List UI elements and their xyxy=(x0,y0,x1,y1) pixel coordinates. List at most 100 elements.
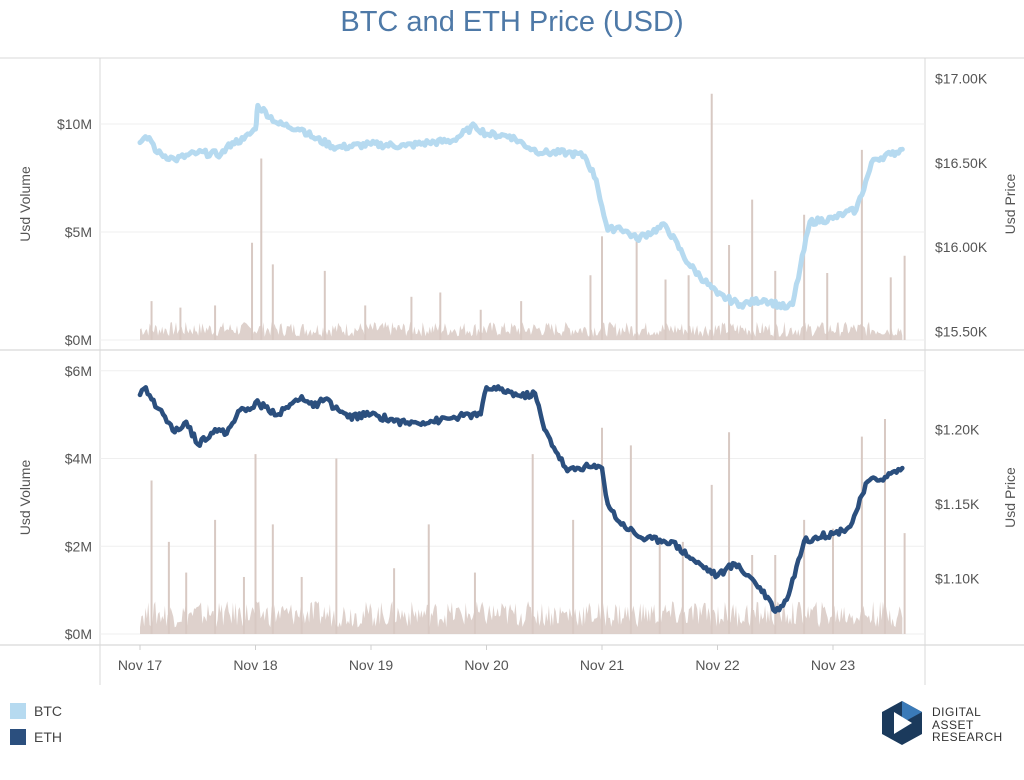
eth-panel-price-point xyxy=(657,537,662,543)
btc-panel-price-point xyxy=(137,140,143,145)
x-tick-label: Nov 17 xyxy=(118,657,163,673)
legend-item-btc[interactable]: BTC xyxy=(10,698,62,724)
btc-panel-price-point xyxy=(276,121,281,127)
legend-label-btc: BTC xyxy=(34,703,62,719)
eth-panel-price-point xyxy=(715,573,720,578)
btc-panel-price-point xyxy=(761,297,766,302)
eth-panel-price-line xyxy=(137,384,905,614)
btc-panel-price-point xyxy=(195,150,200,155)
eth-panel-price-point xyxy=(137,392,143,398)
x-tick-label: Nov 20 xyxy=(464,657,509,673)
eth-panel-volume-tick-label: $6M xyxy=(65,363,92,379)
btc-panel-price-point xyxy=(253,126,258,132)
btc-panel-price-point xyxy=(255,103,261,108)
eth-panel-volume-area xyxy=(140,601,903,634)
btc-panel-price-point xyxy=(449,138,455,144)
eth-panel-price-point xyxy=(848,524,853,529)
eth-panel-price-point xyxy=(247,407,252,413)
btc-panel-price-point xyxy=(582,153,587,159)
eth-panel-price-point xyxy=(900,465,905,471)
x-tick-label: Nov 23 xyxy=(811,657,856,673)
eth-panel-price-point xyxy=(143,385,148,390)
btc-panel-price-point xyxy=(484,131,489,137)
x-tick-label: Nov 19 xyxy=(349,657,394,673)
btc-panel-price-point xyxy=(871,157,876,162)
btc-panel-price-point xyxy=(565,150,570,155)
eth-panel-price-point xyxy=(368,412,374,417)
btc-panel-price-point xyxy=(738,302,743,307)
legend-item-eth[interactable]: ETH xyxy=(10,724,62,750)
eth-panel-price-point xyxy=(311,404,316,410)
eth-panel-price-point xyxy=(749,576,755,581)
btc-panel-price-point xyxy=(634,236,639,241)
btc-panel-volume-tick-label: $10M xyxy=(57,116,92,132)
legend-swatch-btc xyxy=(10,703,26,719)
btc-panel-price-point xyxy=(299,126,304,132)
btc-panel-price-point xyxy=(663,223,668,228)
eth-panel-price-point xyxy=(784,597,789,602)
btc-panel-price-point xyxy=(311,135,316,140)
btc-panel-price-point xyxy=(842,211,847,216)
btc-panel-price-point xyxy=(241,136,247,142)
eth-panel-price-point xyxy=(195,441,200,447)
legend-swatch-eth xyxy=(10,729,26,745)
btc-panel-price-point xyxy=(230,140,235,145)
btc-panel-price-point xyxy=(472,123,478,128)
btc-panel-price-point xyxy=(507,133,512,139)
eth-panel-price-point xyxy=(640,536,645,541)
eth-panel-y2label: Usd Price xyxy=(1002,467,1018,528)
btc-panel-price-point xyxy=(830,216,836,221)
btc-panel-price-tick-label: $15.50K xyxy=(935,324,988,340)
eth-panel-price-point xyxy=(403,421,408,426)
eth-panel-price-point xyxy=(801,539,807,544)
logo-text: DIGITAL ASSET RESEARCH xyxy=(932,706,1003,744)
eth-panel-price-point xyxy=(507,389,512,395)
btc-panel-price-point xyxy=(900,147,905,152)
btc-panel-price-point xyxy=(784,305,789,311)
btc-panel-price-point xyxy=(155,150,160,155)
btc-panel-price-point xyxy=(530,147,535,152)
eth-panel-price-point xyxy=(253,400,258,405)
btc-panel-volume-tick-label: $5M xyxy=(65,224,92,240)
btc-panel-price-point xyxy=(807,219,813,225)
x-tick-label: Nov 21 xyxy=(580,657,625,673)
legend-label-eth: ETH xyxy=(34,729,62,745)
eth-panel-price-point xyxy=(669,539,674,544)
btc-panel-price-point xyxy=(147,135,152,140)
eth-panel-price-point xyxy=(532,391,538,396)
eth-panel-price-point xyxy=(692,558,697,563)
eth-panel-price-tick-label: $1.15K xyxy=(935,496,980,512)
eth-panel-price-point xyxy=(276,412,281,417)
eth-panel-price-point xyxy=(224,431,229,436)
btc-panel-price-point xyxy=(605,228,610,233)
chart-title: BTC and ETH Price (USD) xyxy=(340,6,684,38)
btc-panel-price-point xyxy=(790,302,795,307)
eth-panel-price-point xyxy=(160,412,166,417)
eth-panel-price-point xyxy=(212,427,218,432)
eth-panel-price-tick-label: $1.10K xyxy=(935,571,980,587)
btc-panel-price-point xyxy=(888,152,893,157)
eth-panel-price-point xyxy=(484,385,489,390)
btc-panel-y2label: Usd Price xyxy=(1002,173,1018,234)
eth-panel-volume-tick-label: $4M xyxy=(65,451,92,467)
btc-panel-price-point xyxy=(715,292,720,297)
logo-line-1: DIGITAL xyxy=(932,705,982,719)
digital-asset-research-logo: DIGITAL ASSET RESEARCH xyxy=(880,700,1020,750)
btc-panel-price-point xyxy=(368,142,374,147)
eth-panel-price-point xyxy=(518,394,524,399)
eth-panel-price-point xyxy=(565,468,570,474)
eth-panel-price-point xyxy=(617,519,622,525)
eth-panel-volume-tick-label: $2M xyxy=(65,538,92,554)
btc-panel-price-point xyxy=(426,140,431,145)
eth-panel-price-point xyxy=(542,427,547,432)
eth-panel-price-point xyxy=(299,394,304,399)
logo-line-2: ASSET xyxy=(932,717,974,732)
eth-panel-price-point xyxy=(149,397,154,402)
eth-panel-price-point xyxy=(235,409,241,414)
btc-panel-price-point xyxy=(403,143,408,149)
eth-panel-price-point xyxy=(478,412,483,417)
btc-panel-price-point xyxy=(334,145,339,150)
eth-panel-price-point xyxy=(813,534,818,540)
eth-panel-price-point xyxy=(599,465,605,471)
